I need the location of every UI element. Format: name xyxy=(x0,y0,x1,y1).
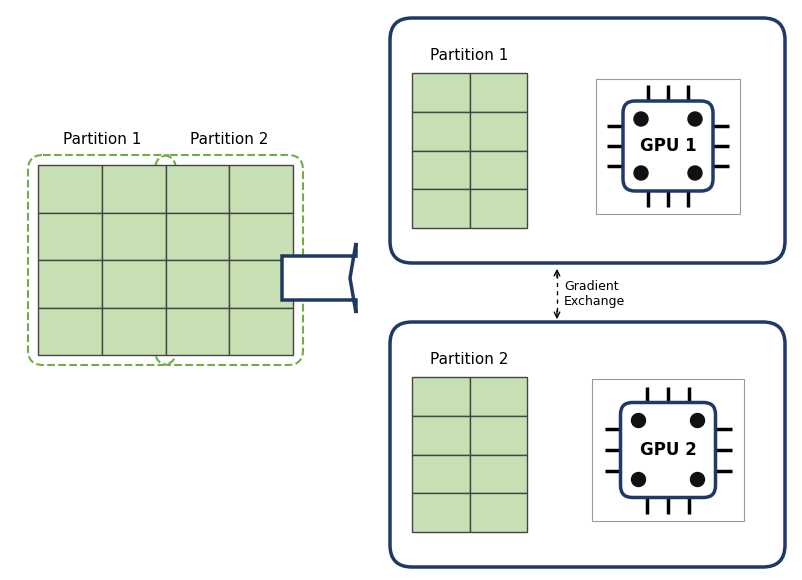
Bar xyxy=(102,165,165,212)
Bar xyxy=(165,212,229,260)
Bar xyxy=(412,377,469,416)
Text: GPU 2: GPU 2 xyxy=(640,441,696,459)
Bar xyxy=(412,493,469,532)
Bar xyxy=(469,150,527,189)
Bar xyxy=(469,416,527,455)
Text: Partition 1: Partition 1 xyxy=(431,49,508,63)
Circle shape xyxy=(691,414,704,427)
Bar xyxy=(469,112,527,150)
Polygon shape xyxy=(282,243,356,313)
Bar xyxy=(102,260,165,307)
Bar xyxy=(592,379,744,521)
Bar xyxy=(102,212,165,260)
FancyBboxPatch shape xyxy=(390,18,785,263)
Bar xyxy=(165,307,229,355)
Text: Partition 2: Partition 2 xyxy=(190,132,268,147)
Circle shape xyxy=(688,112,702,126)
Bar xyxy=(469,493,527,532)
Bar xyxy=(412,112,469,150)
Bar xyxy=(469,189,527,228)
FancyBboxPatch shape xyxy=(390,322,785,567)
Circle shape xyxy=(631,473,646,487)
Bar xyxy=(412,189,469,228)
Bar xyxy=(412,416,469,455)
Bar xyxy=(596,78,740,213)
Circle shape xyxy=(691,473,704,487)
Bar xyxy=(469,377,527,416)
FancyBboxPatch shape xyxy=(623,101,713,191)
Bar xyxy=(38,307,102,355)
Text: GPU 1: GPU 1 xyxy=(640,137,696,155)
FancyBboxPatch shape xyxy=(621,403,715,498)
Bar xyxy=(469,73,527,112)
Bar xyxy=(38,212,102,260)
Bar xyxy=(165,165,229,212)
Bar xyxy=(469,455,527,493)
Bar xyxy=(229,260,293,307)
Circle shape xyxy=(688,166,702,180)
Bar xyxy=(38,260,102,307)
Text: Partition 2: Partition 2 xyxy=(431,353,508,368)
Bar xyxy=(412,455,469,493)
Bar xyxy=(229,212,293,260)
Bar xyxy=(102,307,165,355)
Circle shape xyxy=(631,414,646,427)
Bar xyxy=(412,150,469,189)
Circle shape xyxy=(634,112,648,126)
Bar xyxy=(229,165,293,212)
Bar xyxy=(165,260,229,307)
Bar xyxy=(229,307,293,355)
Circle shape xyxy=(634,166,648,180)
Text: Partition 1: Partition 1 xyxy=(63,132,141,147)
Text: Gradient
Exchange: Gradient Exchange xyxy=(564,280,626,308)
Bar xyxy=(412,73,469,112)
Bar xyxy=(38,165,102,212)
